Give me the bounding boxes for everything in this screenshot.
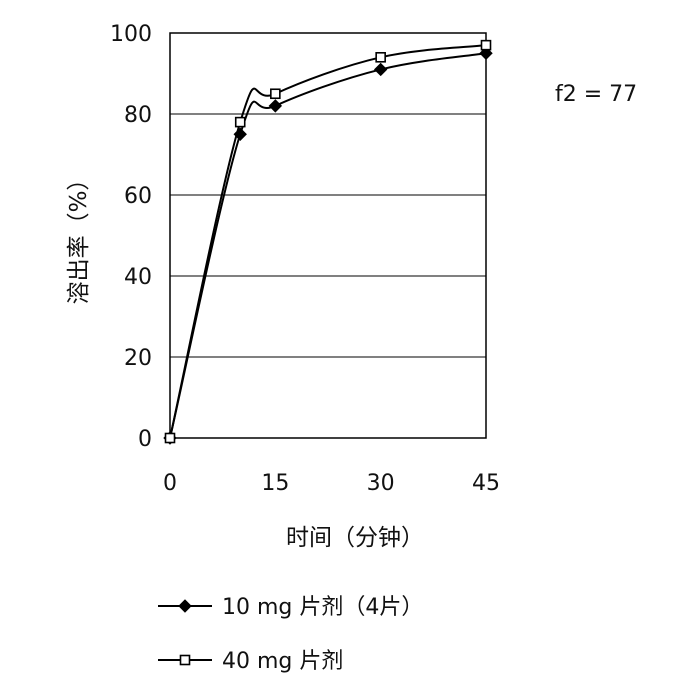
x-axis-title: 时间（分钟） bbox=[286, 525, 424, 551]
y-axis-title: 溶出率（%） bbox=[66, 168, 92, 305]
f2-annotation: f2 = 77 bbox=[555, 82, 637, 107]
legend: 10 mg 片剂（4片） 40 mg 片剂 bbox=[158, 595, 423, 674]
data-point bbox=[270, 88, 281, 100]
x-tick-labels: 0 15 30 45 bbox=[163, 471, 500, 496]
legend-marker bbox=[179, 654, 191, 666]
data-point bbox=[480, 39, 492, 51]
series-2 bbox=[164, 39, 492, 444]
y-tick-label: 60 bbox=[124, 184, 152, 209]
series-line bbox=[169, 52, 487, 439]
x-tick-label: 15 bbox=[261, 471, 289, 496]
x-tick-label: 30 bbox=[367, 471, 395, 496]
series-1 bbox=[163, 46, 493, 445]
x-tick-label: 0 bbox=[163, 471, 177, 496]
legend-item: 10 mg 片剂（4片） bbox=[158, 595, 423, 620]
legend-item: 40 mg 片剂 bbox=[158, 649, 343, 674]
data-point bbox=[373, 62, 388, 77]
series-line bbox=[169, 44, 487, 439]
y-tick-label: 100 bbox=[110, 22, 152, 47]
legend-marker bbox=[178, 599, 192, 613]
legend-label: 40 mg 片剂 bbox=[222, 649, 343, 674]
legend-label: 10 mg 片剂（4片） bbox=[222, 595, 423, 620]
data-point bbox=[268, 99, 283, 113]
plot-area-frame bbox=[169, 32, 487, 439]
y-tick-labels: 0 20 40 60 80 100 bbox=[110, 22, 152, 452]
data-point bbox=[234, 116, 246, 128]
y-tick-label: 40 bbox=[124, 265, 152, 290]
y-tick-label: 20 bbox=[124, 346, 152, 371]
grid-lines bbox=[170, 113, 486, 358]
data-point bbox=[164, 432, 176, 444]
y-tick-label: 80 bbox=[124, 103, 152, 128]
x-tick-label: 45 bbox=[472, 471, 500, 496]
y-tick-label: 0 bbox=[138, 427, 152, 452]
data-point bbox=[375, 51, 386, 63]
series-layer bbox=[163, 39, 493, 445]
